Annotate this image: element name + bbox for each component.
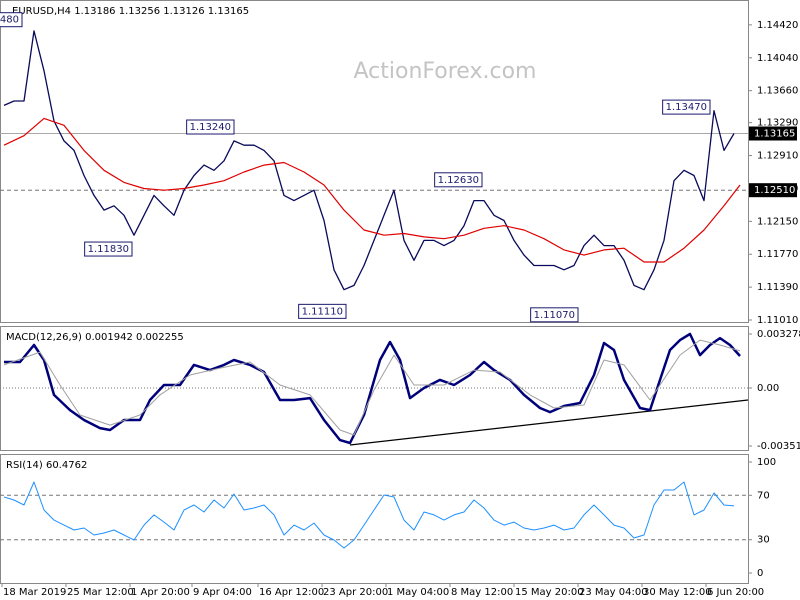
- price-label: 1.13165: [754, 129, 795, 140]
- annotation-label: 1.14480: [0, 15, 19, 26]
- panel-title: MACD(12,26,9) 0.001942 0.002255: [6, 332, 184, 343]
- price-frame: [0, 0, 749, 323]
- y-tick-label: 1.12910: [757, 151, 798, 162]
- series-line: [4, 332, 741, 445]
- watermark: ActionForex.com: [354, 59, 537, 84]
- x-tick-label: 23 Apr 20:00: [323, 587, 388, 598]
- y-tick-label: 0.00: [757, 383, 779, 394]
- price-label-box: [749, 183, 797, 198]
- series-line: [3, 481, 735, 549]
- y-tick-label: 1.13290: [757, 118, 798, 129]
- series-line: [3, 339, 741, 436]
- x-tick-label: 6 Jun 20:00: [707, 587, 764, 598]
- panel-title: RSI(14) 60.4762: [6, 460, 87, 471]
- x-tick-label: 30 May 12:00: [643, 587, 712, 598]
- y-tick-label: 0: [757, 568, 763, 579]
- annotation-label: 1.11070: [534, 310, 575, 321]
- price-label-box: [749, 126, 797, 141]
- rsi-frame: [0, 454, 749, 584]
- trend-line: [349, 399, 749, 446]
- y-tick-label: 30: [757, 535, 770, 546]
- annotation-box: [186, 119, 235, 135]
- annotation-box: [530, 307, 579, 323]
- annotation-label: 1.11110: [302, 306, 343, 317]
- panel-title: EURUSD,H4 1.13186 1.13256 1.13126 1.1316…: [12, 6, 249, 17]
- annotation-label: 1.11830: [88, 244, 129, 255]
- y-tick-label: 1.13660: [757, 86, 798, 97]
- annotation-box: [434, 172, 483, 188]
- annotation-box: [298, 303, 347, 319]
- annotation-box: [0, 12, 23, 28]
- x-tick-label: 9 Apr 04:00: [193, 587, 252, 598]
- annotation-label: 1.13470: [666, 102, 707, 113]
- x-tick-label: 25 Mar 12:00: [67, 587, 134, 598]
- x-tick-label: 18 Mar 2019: [3, 587, 66, 598]
- annotation-box: [84, 241, 133, 257]
- price-label: 1.12510: [754, 185, 795, 196]
- y-tick-label: 1.14040: [757, 53, 798, 64]
- x-tick-label: 16 Apr 12:00: [259, 587, 324, 598]
- series-line: [3, 117, 741, 263]
- annotation-box: [662, 99, 711, 115]
- y-tick-label: 0.003278: [757, 329, 800, 340]
- y-tick-label: 1.11390: [757, 282, 798, 293]
- y-tick-label: 1.12150: [757, 216, 798, 227]
- x-tick-label: 23 May 04:00: [579, 587, 648, 598]
- y-tick-label: 100: [757, 457, 776, 468]
- x-tick-label: 15 May 20:00: [515, 587, 584, 598]
- x-tick-label: 8 May 12:00: [451, 587, 513, 598]
- y-tick-label: 1.11010: [757, 315, 798, 326]
- y-tick-label: 70: [757, 490, 770, 501]
- annotation-label: 1.12630: [438, 175, 479, 186]
- x-tick-label: 1 Apr 20:00: [131, 587, 190, 598]
- series-line: [3, 30, 735, 291]
- y-tick-label: 1.14420: [757, 20, 798, 31]
- x-tick-label: 1 May 04:00: [387, 587, 449, 598]
- y-tick-label: -0.003519: [757, 441, 800, 452]
- annotation-label: 1.13240: [190, 122, 231, 133]
- y-tick-label: 1.11770: [757, 249, 798, 260]
